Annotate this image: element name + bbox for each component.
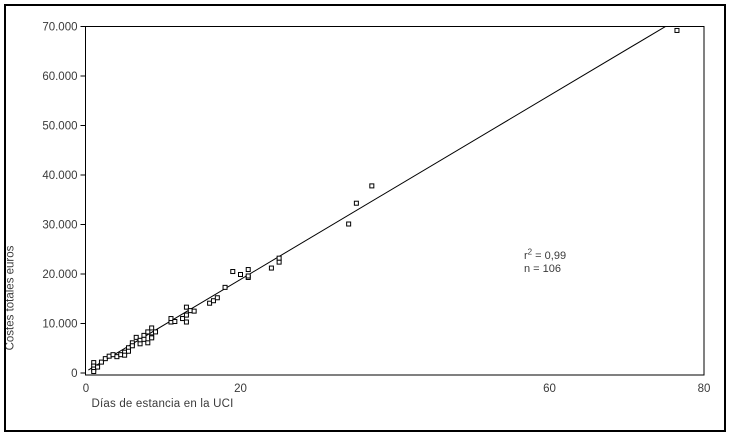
data-point	[245, 273, 251, 279]
data-point	[168, 316, 174, 322]
data-point	[191, 308, 197, 314]
y-tick-label: 40.000	[42, 170, 77, 182]
data-point	[172, 319, 178, 325]
data-point	[214, 295, 220, 301]
x-axis-title: Días de estancia en la UCI	[91, 398, 234, 410]
data-point	[222, 284, 228, 290]
data-point	[276, 259, 282, 265]
data-point	[133, 334, 139, 340]
superscript-2: 2	[527, 247, 533, 257]
data-point	[149, 335, 155, 341]
data-point	[183, 319, 189, 325]
data-point	[353, 200, 359, 206]
stats-annotation: r2 = 0,99 n = 106	[524, 247, 567, 275]
data-point	[183, 304, 189, 310]
y-tick-label: 60.000	[42, 71, 77, 83]
x-tick-label: 60	[543, 383, 556, 395]
y-tick-label: 0	[71, 368, 77, 380]
data-point	[346, 221, 352, 227]
data-point	[149, 325, 155, 331]
y-tick-label: 50.000	[42, 121, 77, 133]
y-tick-label: 70.000	[42, 22, 77, 34]
y-tick-label: 30.000	[42, 220, 77, 232]
r-squared-text: r2 = 0,99	[524, 247, 567, 262]
data-point	[141, 336, 147, 342]
data-point	[180, 316, 186, 322]
data-point	[137, 341, 143, 347]
data-point	[98, 359, 104, 365]
x-tick-label: 0	[83, 383, 89, 395]
data-point	[145, 340, 151, 346]
data-point	[125, 348, 131, 354]
data-point	[95, 364, 101, 370]
data-point	[369, 183, 375, 189]
y-axis-title: Costes totales euros	[4, 245, 17, 351]
data-point	[122, 352, 128, 358]
x-tick-label: 80	[698, 383, 711, 395]
x-tick-label: 20	[234, 383, 247, 395]
data-point	[153, 329, 159, 335]
data-point	[210, 298, 216, 304]
data-point	[91, 369, 97, 375]
data-point	[268, 265, 274, 271]
data-point	[230, 269, 236, 275]
data-point	[238, 271, 243, 277]
data-point	[674, 27, 680, 33]
y-tick-label: 10.000	[42, 319, 77, 331]
n-count-text: n = 106	[524, 262, 562, 275]
data-point	[245, 267, 251, 273]
regression-line	[88, 26, 666, 371]
data-point	[145, 329, 151, 335]
data-point	[276, 255, 282, 261]
data-point	[183, 312, 189, 318]
data-point	[129, 343, 135, 349]
plot-frame	[85, 26, 705, 376]
y-tick-label: 20.000	[42, 269, 77, 281]
